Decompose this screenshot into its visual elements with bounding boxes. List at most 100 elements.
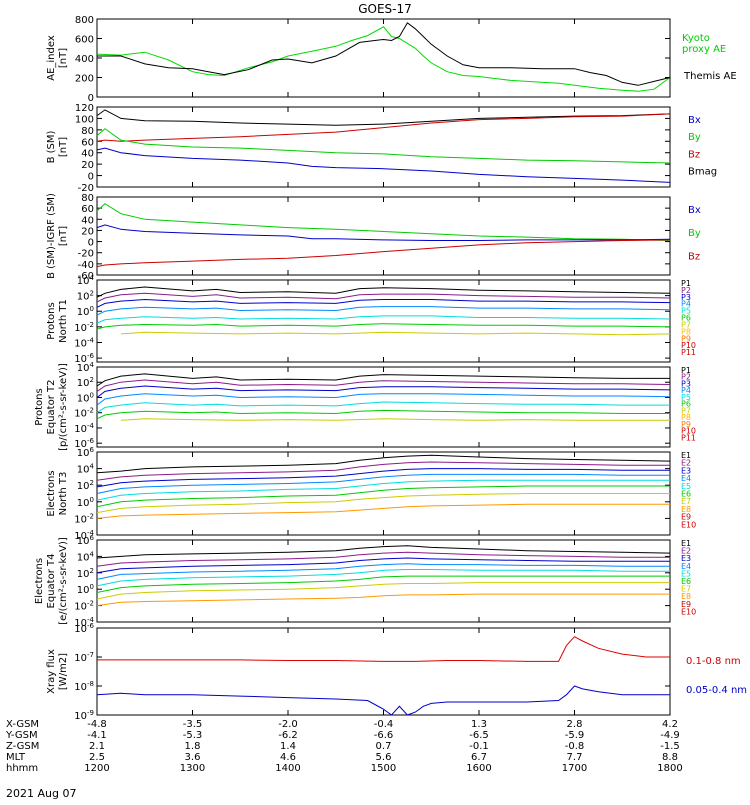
x-row-label: Z-GSM	[6, 741, 39, 752]
y-tick-label: 100	[77, 391, 94, 404]
legend-entry: E7	[681, 497, 691, 506]
x-row-label: X-GSM	[6, 719, 39, 730]
y-tick-label: 10-2	[74, 512, 94, 525]
legend-entry: P10	[681, 341, 696, 350]
legend-entry: P2	[681, 373, 691, 382]
y-tick-label: 600	[75, 35, 94, 46]
x-row-label: hhmm	[6, 763, 38, 774]
series-line-p2	[96, 379, 671, 392]
legend-entry: P8	[681, 413, 691, 422]
y-tick-label: 106	[77, 534, 95, 547]
panel-frame	[96, 627, 671, 716]
y-tick-label: 80	[81, 193, 94, 204]
legend-entry: P1	[681, 366, 691, 375]
series-line-0-05-0-4-nm	[96, 685, 670, 716]
x-tick-label: 1500	[371, 763, 396, 774]
series-line-p7	[120, 331, 671, 336]
series-line-p6	[96, 323, 671, 330]
legend-entry: E4	[681, 474, 691, 483]
y-axis-label: [W/m2]	[58, 653, 69, 690]
y-tick-label: 106	[77, 446, 95, 459]
series-line-p4	[96, 393, 671, 406]
y-tick-label: 400	[75, 54, 94, 65]
series-line-by	[96, 128, 671, 164]
series-line-p7	[120, 418, 670, 421]
x-tick-label: -2.0	[278, 719, 298, 730]
x-tick-label: -6.2	[278, 730, 298, 741]
legend-entry: E10	[681, 607, 696, 616]
x-tick-label: -6.5	[469, 730, 489, 741]
x-tick-label: 1.3	[471, 719, 487, 730]
panel-frame	[96, 366, 671, 448]
y-axis-label: [nT]	[58, 48, 69, 68]
x-tick-label: -1.5	[660, 741, 680, 752]
legend-entry: E9	[681, 513, 691, 522]
legend-entry: E6	[681, 577, 691, 586]
x-tick-label: -3.5	[183, 719, 203, 730]
x-tick-label: 0.7	[376, 741, 392, 752]
y-axis-label: AE_index	[46, 35, 57, 81]
series-line-bx	[96, 147, 671, 183]
series-line-bz	[96, 113, 671, 142]
legend-entry: P3	[681, 293, 691, 302]
series-line-e6	[96, 485, 670, 508]
x-tick-label: 1200	[84, 763, 109, 774]
y-tick-label: 60	[81, 204, 94, 215]
legend-entry: E8	[681, 505, 691, 514]
series-line-e4	[96, 563, 670, 580]
y-tick-label: 200	[75, 74, 94, 85]
series-line-e1	[96, 454, 671, 474]
y-tick-label: 100	[75, 114, 94, 125]
x-row-label: Y-GSM	[5, 730, 38, 741]
date-label: 2021 Aug 07	[6, 787, 76, 800]
series-line-e3	[96, 557, 670, 574]
legend-entry: Kyoto	[682, 33, 710, 44]
y-tick-label: 104	[77, 550, 95, 563]
x-tick-label: 7.7	[567, 752, 583, 763]
legend-entry: E1	[681, 451, 691, 460]
legend-entry: P10	[681, 427, 696, 436]
y-axis-label: Equator T2	[46, 380, 57, 435]
x-tick-label: 1600	[466, 763, 491, 774]
y-tick-label: 20	[81, 226, 94, 237]
series-line-e7	[96, 493, 670, 514]
legend-entry: E5	[681, 482, 691, 491]
series-line-e8	[96, 593, 670, 607]
y-tick-label: 100	[77, 583, 94, 596]
legend-entry: P2	[681, 286, 691, 295]
panel-frame	[96, 18, 671, 98]
series-line-bx	[96, 224, 671, 241]
x-tick-label: 2.5	[89, 752, 105, 763]
y-tick-label: 10-7	[74, 651, 94, 664]
x-tick-label: 2.1	[89, 741, 105, 752]
legend-entry: 0.1-0.8 nm	[686, 656, 741, 667]
legend-entry: E3	[681, 466, 691, 475]
y-tick-label: 20	[81, 160, 94, 171]
y-tick-label: 10-2	[74, 321, 94, 334]
legend-entry: P1	[681, 279, 691, 288]
series-line-themis-ae	[97, 22, 671, 86]
legend-entry: 0.05-0.4 nm	[686, 685, 747, 696]
y-tick-label: 10-4	[74, 422, 94, 435]
legend-entry: Bz	[688, 251, 700, 262]
y-tick-label: 104	[77, 463, 95, 476]
y-tick-label: 102	[77, 376, 94, 389]
legend-entry: E8	[681, 592, 691, 601]
y-tick-label: -60	[78, 271, 94, 282]
legend-entry: P3	[681, 379, 691, 388]
legend-entry: P11	[681, 433, 696, 442]
legend-entry: Themis AE	[683, 71, 737, 82]
panel-frame	[96, 539, 671, 623]
legend-entry: Bx	[688, 115, 701, 126]
series-line-p3	[96, 385, 671, 398]
y-tick-label: 10-6	[74, 622, 94, 635]
y-axis-label: B (SM)	[46, 130, 57, 163]
y-axis-label: Protons	[46, 302, 57, 339]
y-axis-label: [p/(cm²-s-sr-keV)]	[58, 363, 69, 451]
legend-entry: Bx	[688, 205, 701, 216]
legend-entry: P11	[681, 348, 696, 357]
